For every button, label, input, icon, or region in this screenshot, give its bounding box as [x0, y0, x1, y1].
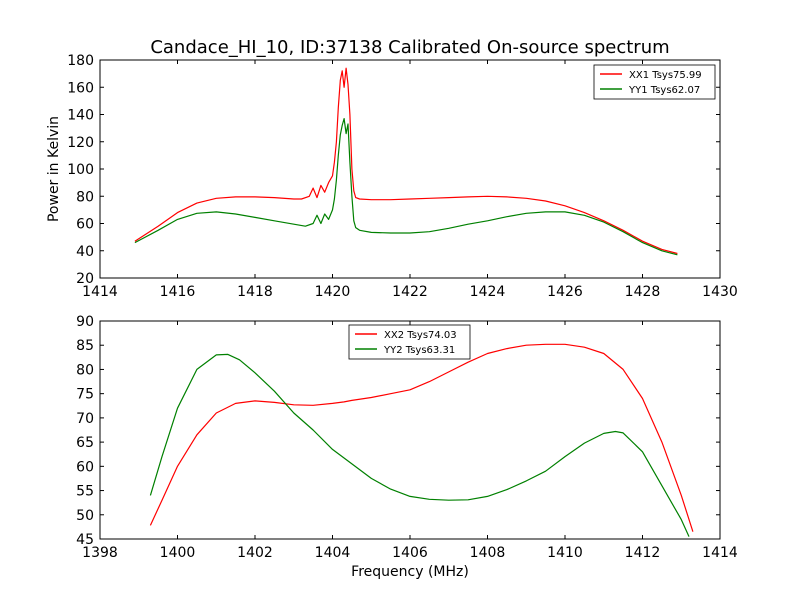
bottom-x-tick-label: 1412: [625, 545, 661, 561]
top-panel: 1414 1416 1418 1420 1422 1424 1426 1428 1430 20 40…: [46, 53, 738, 300]
bottom-x-tick-label: 1400: [160, 545, 196, 561]
bottom-y-tick-label: 70: [76, 411, 94, 427]
top-x-tick-label: 1418: [237, 284, 273, 300]
top-legend-box: [593, 64, 716, 100]
bottom-y-tick-label: 65: [76, 435, 94, 451]
top-x-tick-label: 1414: [82, 284, 118, 300]
top-y-tick-label: 180: [67, 53, 94, 69]
top-y-tick-label: 40: [76, 244, 94, 260]
top-x-tick-label: 1420: [315, 284, 351, 300]
bottom-x-tick-label: 1414: [702, 545, 738, 561]
bottom-y-tick-label: 45: [76, 532, 94, 548]
bottom-x-tick-label: 1404: [315, 545, 351, 561]
top-y-tick-label: 20: [76, 271, 94, 287]
top-x-tick-label: 1422: [392, 284, 428, 300]
top-x-tick-label: 1428: [625, 284, 661, 300]
bottom-y-tick-label: 60: [76, 459, 94, 475]
top-y-tick-label: 160: [67, 80, 94, 96]
bottom-legend-label: XX2 Tsys74.03: [384, 330, 457, 341]
top-x-tick-label: 1430: [702, 284, 738, 300]
bottom-y-tick-label: 55: [76, 484, 94, 500]
top-y-tick-label: 100: [67, 162, 94, 178]
top-series-green-line: [134, 118, 678, 256]
top-y-tick-label: 60: [76, 217, 94, 233]
bottom-series-red-line: [149, 343, 694, 532]
top-legend-label: XX1 Tsys75.99: [629, 70, 702, 81]
top-x-tick-label: 1426: [547, 284, 583, 300]
top-y-tick-label: 140: [67, 108, 94, 124]
top-x-tick-label: 1424: [470, 284, 506, 300]
bottom-series-green-line: [149, 353, 690, 537]
bottom-panel: 1398 1400 1402 1404 1406 1408 1410 1412 1414 45 50…: [76, 314, 738, 580]
bottom-y-tick-label: 80: [76, 362, 94, 378]
top-series-red-line: [134, 67, 678, 255]
top-y-axis-label: Power in Kelvin: [46, 116, 62, 222]
top-y-tick-label: 120: [67, 135, 94, 151]
bottom-x-tick-label: 1408: [470, 545, 506, 561]
bottom-x-axis-label: Frequency (MHz): [351, 564, 469, 580]
bottom-x-tick-label: 1406: [392, 545, 428, 561]
bottom-x-tick-label: 1402: [237, 545, 273, 561]
top-y-tick-label: 80: [76, 189, 94, 205]
top-x-tick-label: 1416: [160, 284, 196, 300]
bottom-legend-box: [348, 324, 471, 360]
bottom-y-tick-label: 50: [76, 508, 94, 524]
figure-title: Candace_HI_10, ID:37138 Calibrated On-so…: [150, 37, 669, 58]
bottom-legend-label: YY2 Tsys63.31: [383, 345, 455, 356]
bottom-y-tick-label: 75: [76, 387, 94, 403]
bottom-y-tick-label: 90: [76, 314, 94, 330]
bottom-x-tick-label: 1398: [82, 545, 118, 561]
bottom-x-tick-label: 1410: [547, 545, 583, 561]
bottom-y-tick-label: 85: [76, 338, 94, 354]
top-legend-label: YY1 Tsys62.07: [628, 85, 700, 96]
